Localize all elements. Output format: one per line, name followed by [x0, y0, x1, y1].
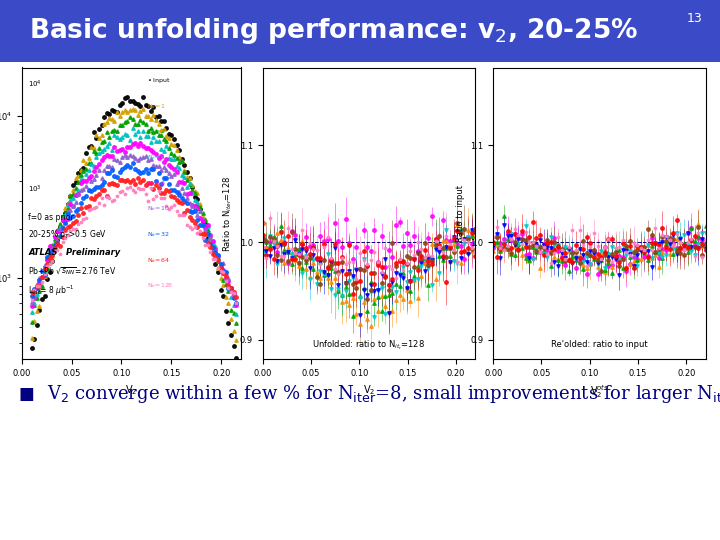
- Text: $\bullet$ Input: $\bullet$ Input: [147, 76, 171, 85]
- Text: L$_{int}$= 8 $\mu$b$^{-1}$: L$_{int}$= 8 $\mu$b$^{-1}$: [28, 284, 75, 298]
- Text: N$_{it}$=32: N$_{it}$=32: [147, 230, 169, 239]
- Text: N$_{it}$=64: N$_{it}$=64: [147, 256, 169, 265]
- Text: Pb+Pb $\sqrt{s_{NN}}$=2.76 TeV: Pb+Pb $\sqrt{s_{NN}}$=2.76 TeV: [28, 266, 117, 277]
- Text: N$_{it}$=128: N$_{it}$=128: [147, 281, 174, 291]
- Text: 10$^4$: 10$^4$: [28, 79, 42, 91]
- Text: 10$^3$: 10$^3$: [28, 184, 42, 195]
- Y-axis label: Ratio to N$_{iter}$=128: Ratio to N$_{iter}$=128: [222, 175, 235, 252]
- Text: $\blacksquare$: $\blacksquare$: [18, 385, 34, 403]
- Text: Basic unfolding performance: v$_2$, 20-25%: Basic unfolding performance: v$_2$, 20-2…: [29, 16, 638, 46]
- X-axis label: V$_2$: V$_2$: [363, 383, 375, 397]
- Text: ATLAS   Preliminary: ATLAS Preliminary: [28, 248, 120, 257]
- Y-axis label: Ratio to input: Ratio to input: [456, 185, 465, 242]
- Text: N$_{it}$=4: N$_{it}$=4: [147, 153, 166, 162]
- Text: Re'olded: ratio to input: Re'olded: ratio to input: [551, 340, 648, 349]
- Text: 13: 13: [686, 12, 702, 25]
- Text: N$_{it}$=1: N$_{it}$=1: [147, 102, 165, 111]
- Text: f=0 as prior: f=0 as prior: [28, 213, 74, 222]
- Text: 20-25% p$_T$>0.5 GeV: 20-25% p$_T$>0.5 GeV: [28, 228, 107, 241]
- Text: Unfolded: ratio to N$_{it_r}$=128: Unfolded: ratio to N$_{it_r}$=128: [312, 339, 426, 352]
- X-axis label: V$_2$: V$_2$: [125, 383, 138, 397]
- Text: N$_{it}$=10: N$_{it}$=10: [147, 205, 169, 213]
- X-axis label: V$_2^{ots}$: V$_2^{ots}$: [590, 383, 609, 400]
- Text: V$_2$ converge within a few % for N$_{\rm iter}$=8, small improvements for large: V$_2$ converge within a few % for N$_{\r…: [47, 383, 720, 405]
- Text: N$_{it}$=8: N$_{it}$=8: [147, 179, 166, 188]
- Text: N$_{it}$=2: N$_{it}$=2: [147, 127, 165, 137]
